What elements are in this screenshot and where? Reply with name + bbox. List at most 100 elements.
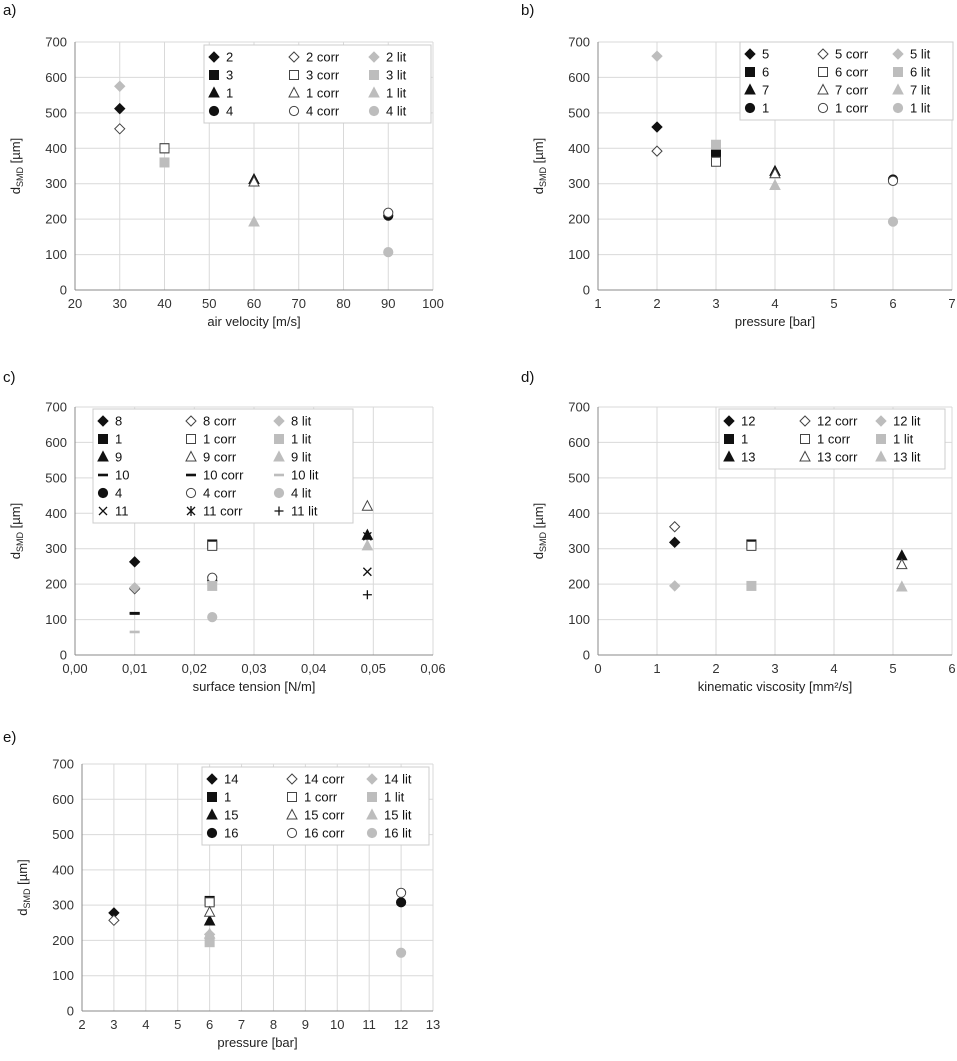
legend-marker <box>368 105 380 117</box>
legend-label: 2 <box>226 50 233 65</box>
x-tick-label: 8 <box>270 1017 277 1032</box>
y-tick-label: 300 <box>45 541 67 556</box>
legend-box <box>718 408 946 470</box>
legend-marker <box>98 506 108 516</box>
x-tick-label: 0,03 <box>241 661 266 676</box>
legend-label: 3 <box>226 68 233 83</box>
legend-marker <box>273 450 285 462</box>
x-tick-label: 80 <box>336 296 350 311</box>
legend-marker <box>98 434 108 444</box>
data-point <box>887 216 899 227</box>
data-point <box>887 175 899 186</box>
legend-marker <box>892 102 904 114</box>
y-tick-label: 500 <box>568 105 590 120</box>
x-tick-label: 3 <box>771 661 778 676</box>
legend-marker <box>744 102 756 114</box>
data-point <box>114 123 126 135</box>
legend-label: 1 lit <box>386 86 407 101</box>
data-point <box>361 539 374 551</box>
legend-marker <box>368 86 380 98</box>
legend-label: 10 corr <box>203 468 244 483</box>
legend-marker <box>366 827 378 839</box>
legend-marker <box>206 773 218 785</box>
legend: 14 1 15 16 14 corr 1 corr 15 corr 16 corr 14 lit… <box>201 766 430 846</box>
data-point <box>248 215 260 227</box>
legend-label: 1 <box>741 432 748 447</box>
data-point <box>383 246 394 258</box>
legend-label: 13 lit <box>893 450 921 465</box>
legend-label: 1 <box>226 86 233 101</box>
chart-a: a) 20 30 40 50 60 70 80 90 100 0 100 200 300 400 500 600… <box>3 2 444 329</box>
legend-marker <box>97 487 109 499</box>
y-tick-label: 700 <box>45 400 67 415</box>
legend-label: 5 corr <box>835 47 869 62</box>
panel-label: d) <box>521 369 534 386</box>
y-axis-title: dSMD [µm] <box>531 503 548 559</box>
data-point <box>207 611 218 623</box>
data-point <box>362 567 372 577</box>
y-tick-label: 500 <box>52 827 74 842</box>
data-point <box>896 580 908 592</box>
data-point <box>651 50 663 62</box>
legend-marker <box>286 773 298 785</box>
legend-marker <box>287 792 297 802</box>
legend-marker <box>206 808 218 820</box>
x-tick-label: 4 <box>830 661 837 676</box>
legend-marker <box>185 415 197 427</box>
legend-label: 3 corr <box>306 68 340 83</box>
legend-marker <box>274 434 284 444</box>
panel-label: b) <box>521 2 534 19</box>
data-point <box>746 540 757 551</box>
legend-label: 1 lit <box>384 790 405 805</box>
legend-marker <box>367 792 377 802</box>
legend-marker <box>273 487 285 499</box>
x-tick-label: 1 <box>653 661 660 676</box>
data-point <box>159 143 170 154</box>
y-tick-label: 700 <box>568 400 590 415</box>
y-tick-label: 200 <box>45 577 67 592</box>
legend-box <box>92 408 354 524</box>
legend-marker <box>744 48 756 60</box>
y-tick-label: 0 <box>60 648 67 663</box>
legend-marker <box>876 434 886 444</box>
y-tick-label: 0 <box>583 648 590 663</box>
legend-marker <box>892 83 904 95</box>
x-tick-label: 6 <box>948 661 955 676</box>
legend-marker <box>288 105 300 117</box>
x-tick-label: 6 <box>206 1017 213 1032</box>
x-axis-title: pressure [bar] <box>735 314 815 329</box>
legend-label: 4 corr <box>203 486 237 501</box>
legend-marker <box>208 86 220 98</box>
legend-label: 1 corr <box>817 432 851 447</box>
y-axis-title: dSMD [µm] <box>15 859 32 915</box>
legend-box <box>739 41 954 121</box>
x-tick-label: 2 <box>78 1017 85 1032</box>
legend-marker <box>186 506 196 516</box>
legend-label: 1 <box>762 101 769 116</box>
legend-label: 4 lit <box>291 486 312 501</box>
data-point <box>896 558 908 570</box>
legend-marker <box>817 83 829 95</box>
x-tick-label: 0,05 <box>361 661 386 676</box>
legend-label: 8 corr <box>203 414 237 429</box>
legend-label: 2 corr <box>306 50 340 65</box>
legend-marker <box>893 67 903 77</box>
x-tick-label: 0 <box>594 661 601 676</box>
legend-marker <box>274 473 284 477</box>
data-point <box>207 580 218 591</box>
legend-marker <box>724 434 734 444</box>
legend-label: 11 corr <box>203 504 243 519</box>
x-tick-label: 0,02 <box>182 661 207 676</box>
y-axis-title: dSMD [µm] <box>531 138 548 194</box>
x-tick-label: 2 <box>653 296 660 311</box>
legend-marker <box>289 70 299 80</box>
x-tick-label: 5 <box>830 296 837 311</box>
legend-marker <box>185 450 197 462</box>
legend-box <box>201 766 430 846</box>
y-tick-label: 300 <box>45 176 67 191</box>
legend-label: 16 <box>224 826 238 841</box>
legend-label: 7 corr <box>835 83 869 98</box>
legend-marker <box>800 434 810 444</box>
legend-label: 11 <box>115 504 129 519</box>
